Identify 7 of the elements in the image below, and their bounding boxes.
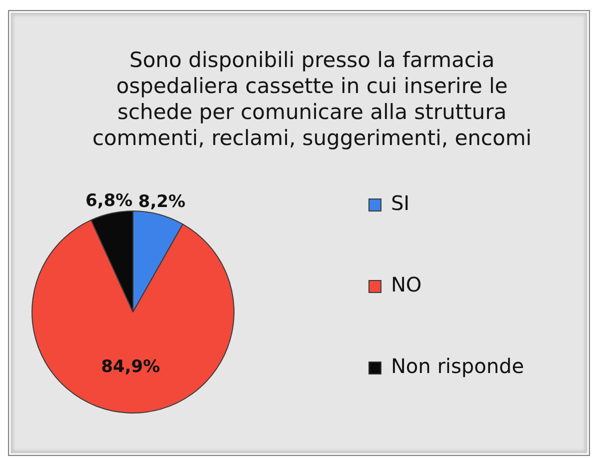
data-label: 6,8% <box>85 190 133 211</box>
legend-label: SI <box>390 191 410 216</box>
data-label: 8,2% <box>138 192 186 212</box>
legend-label: Non risponde <box>390 354 524 378</box>
chart-title: Sono disponibili presso la farmacia ospedaliera cassette in cui inserire le schede per comunicare alla struttura commenti, reclami, suggerimenti, encomi <box>91 47 533 151</box>
data-label: 84,9% <box>101 356 160 377</box>
legend-label: NO <box>390 272 422 297</box>
